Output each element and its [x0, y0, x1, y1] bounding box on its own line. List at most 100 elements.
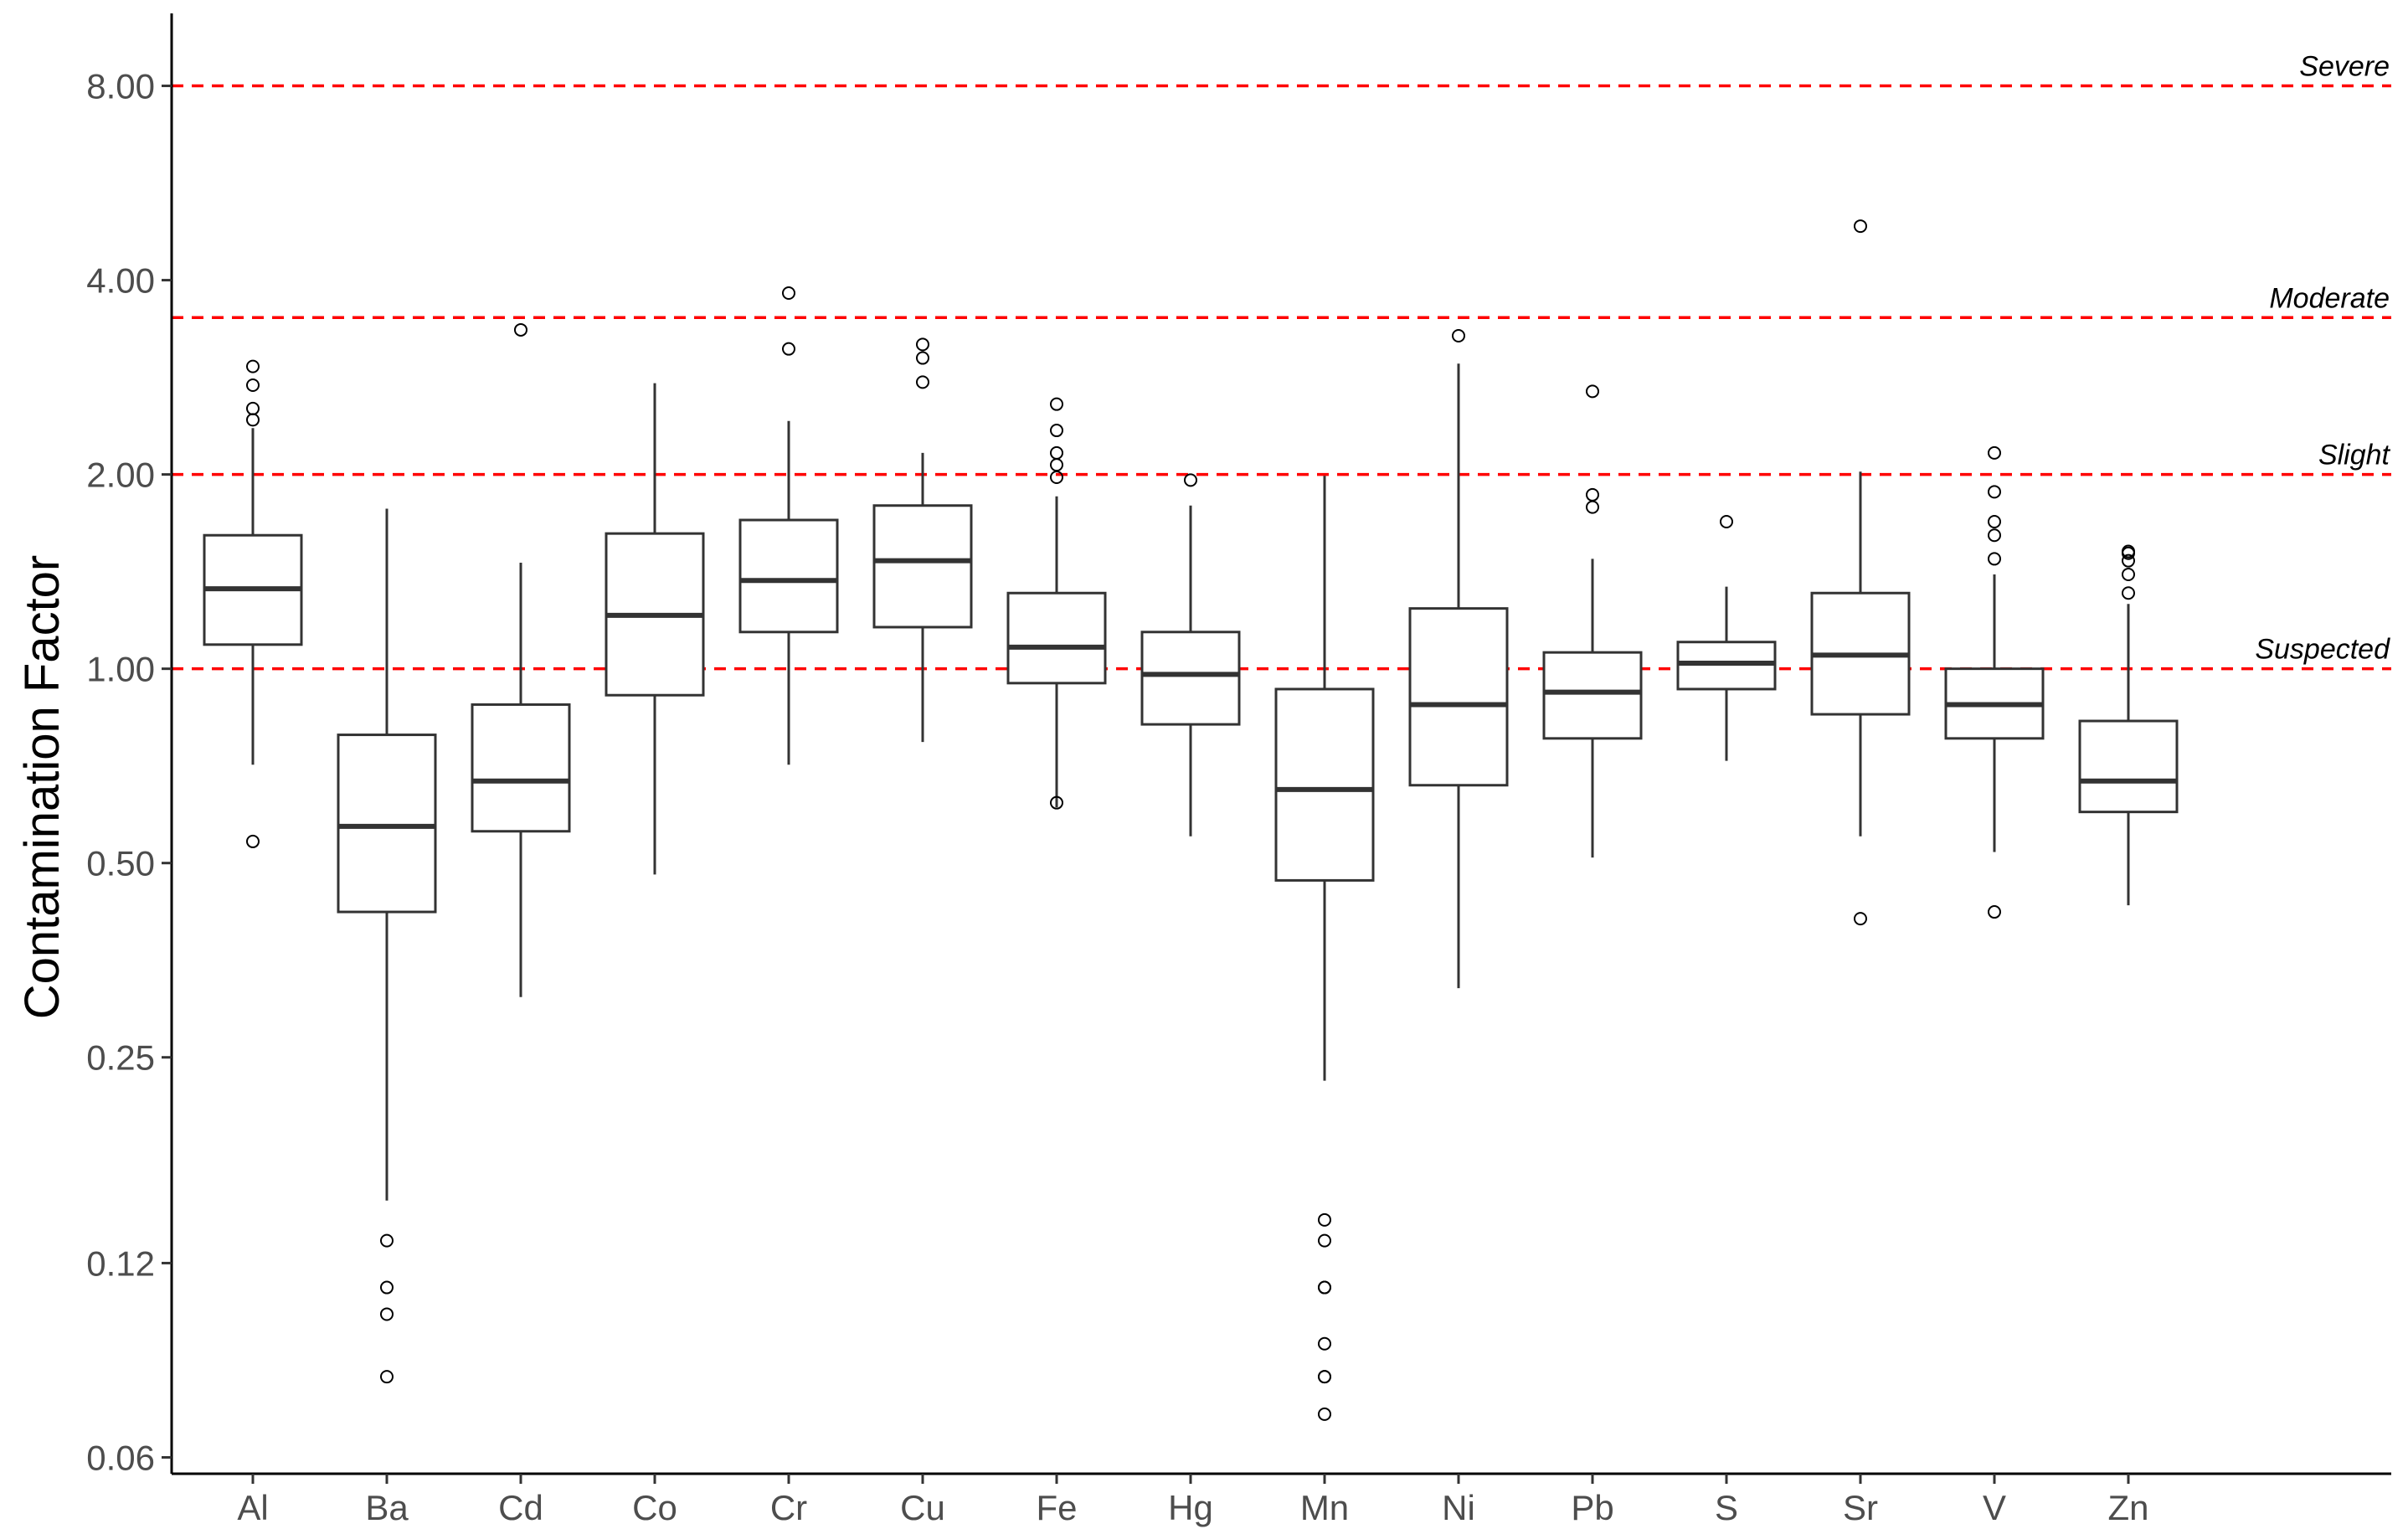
x-tick-label-cu: Cu: [900, 1488, 945, 1527]
outlier-v-3: [1988, 514, 2001, 528]
x-tick-label-v: V: [1983, 1488, 2006, 1527]
box-iqr-cd: [471, 703, 571, 833]
x-tick-label-ba: Ba: [365, 1488, 409, 1527]
boxes: [203, 219, 2179, 1421]
outlier-v-5: [1988, 445, 2001, 460]
box-hg: [1140, 473, 1241, 837]
x-tick-label-sr: Sr: [1843, 1488, 1878, 1527]
reference-label-severe: Severe: [2299, 51, 2390, 83]
reference-label-suspected: Suspected: [2255, 634, 2390, 666]
box-iqr-hg: [1140, 631, 1241, 726]
outlier-cu-2: [916, 337, 929, 352]
outlier-pb-0: [1586, 500, 1599, 514]
outlier-mn-2: [1318, 1370, 1331, 1384]
outlier-s-0: [1720, 514, 1733, 528]
box-iqr-cu: [872, 504, 973, 629]
outlier-v-0: [1988, 905, 2001, 919]
outlier-cu-1: [916, 351, 929, 365]
outlier-al-0: [246, 834, 260, 848]
outlier-pb-2: [1586, 384, 1599, 399]
y-tick-label-4: 1.00: [86, 650, 155, 689]
x-ticks: Al Ba Cd Co Cr Cu Fe Hg Mn Ni Pb S Sr V Zn: [237, 1474, 2149, 1527]
outlier-zn-2: [2122, 553, 2135, 568]
box-iqr-ba: [337, 734, 437, 914]
box-mn: [1274, 476, 1375, 1421]
reference-label-moderate: Moderate: [2269, 282, 2390, 314]
outlier-ba-1: [380, 1307, 394, 1321]
outlier-cu-0: [916, 375, 929, 389]
box-iqr-ni: [1408, 607, 1509, 787]
outlier-ni-0: [1452, 329, 1465, 343]
outlier-al-1: [246, 413, 260, 427]
outlier-hg-0: [1184, 473, 1197, 487]
x-tick-label-hg: Hg: [1168, 1488, 1213, 1527]
outlier-v-1: [1988, 552, 2001, 566]
y-tick-label-6: 4.00: [86, 261, 155, 301]
outlier-zn-0: [2122, 586, 2135, 600]
outlier-fe-2: [1050, 458, 1063, 472]
x-tick-label-al: Al: [237, 1488, 268, 1527]
outlier-ba-0: [380, 1370, 394, 1384]
box-iqr-pb: [1542, 651, 1643, 740]
outlier-ba-3: [380, 1233, 394, 1248]
outlier-cr-1: [782, 286, 795, 300]
outlier-cr-0: [782, 342, 795, 356]
box-iqr-mn: [1274, 687, 1375, 882]
outlier-v-2: [1988, 528, 2001, 543]
box-iqr-cr: [738, 518, 839, 634]
outlier-mn-6: [1318, 1233, 1331, 1248]
outlier-zn-4: [2122, 544, 2135, 559]
outlier-ba-2: [380, 1280, 394, 1295]
box-al: [203, 359, 303, 848]
box-fe: [1006, 397, 1107, 810]
box-cu: [872, 337, 973, 743]
outlier-al-2: [246, 401, 260, 415]
y-axis-title: Contamination Factor: [15, 555, 69, 1019]
y-tick-label-3: 0.50: [86, 844, 155, 883]
outlier-v-4: [1988, 485, 2001, 499]
x-tick-label-fe: Fe: [1036, 1488, 1077, 1527]
outlier-fe-5: [1050, 397, 1063, 411]
x-tick-label-s: S: [1715, 1488, 1738, 1527]
box-iqr-fe: [1006, 591, 1107, 685]
x-tick-label-cr: Cr: [770, 1488, 807, 1527]
x-tick-label-cd: Cd: [498, 1488, 543, 1527]
outlier-sr-1: [1854, 219, 1867, 234]
box-ni: [1408, 329, 1509, 989]
outlier-pb-1: [1586, 487, 1599, 502]
outlier-fe-0: [1050, 795, 1063, 810]
outlier-mn-0: [1318, 1407, 1331, 1421]
outlier-mn-7: [1318, 1212, 1331, 1227]
box-iqr-zn: [2078, 719, 2179, 814]
y-ticks: 0.06 0.12 0.25 0.50 1.00 2.00 4.00 8.00: [86, 67, 172, 1477]
box-cr: [738, 286, 839, 765]
outlier-fe-3: [1050, 445, 1063, 460]
outlier-fe-4: [1050, 424, 1063, 438]
y-tick-label-2: 0.25: [86, 1038, 155, 1078]
x-tick-label-zn: Zn: [2107, 1488, 2148, 1527]
box-pb: [1542, 384, 1643, 858]
outlier-cd-0: [514, 322, 527, 337]
box-cd: [471, 322, 571, 997]
x-tick-label-pb: Pb: [1571, 1488, 1613, 1527]
y-tick-label-7: 8.00: [86, 67, 155, 106]
box-zn: [2078, 544, 2179, 906]
box-sr: [1810, 219, 1911, 926]
outlier-mn-5: [1318, 1280, 1331, 1295]
x-tick-label-mn: Mn: [1300, 1488, 1349, 1527]
box-s: [1676, 514, 1777, 761]
outlier-al-3: [246, 378, 260, 393]
outlier-sr-0: [1854, 912, 1867, 926]
x-tick-label-ni: Ni: [1442, 1488, 1475, 1527]
reference-label-slight: Slight: [2318, 440, 2391, 471]
axes: [170, 13, 2391, 1475]
box-v: [1944, 445, 2045, 919]
x-tick-label-co: Co: [632, 1488, 677, 1527]
y-tick-label-1: 0.12: [86, 1243, 155, 1283]
y-tick-label-5: 2.00: [86, 456, 155, 495]
box-ba: [337, 508, 437, 1384]
y-tick-label-0: 0.06: [86, 1438, 155, 1477]
box-co: [605, 383, 705, 875]
outlier-al-4: [246, 359, 260, 373]
